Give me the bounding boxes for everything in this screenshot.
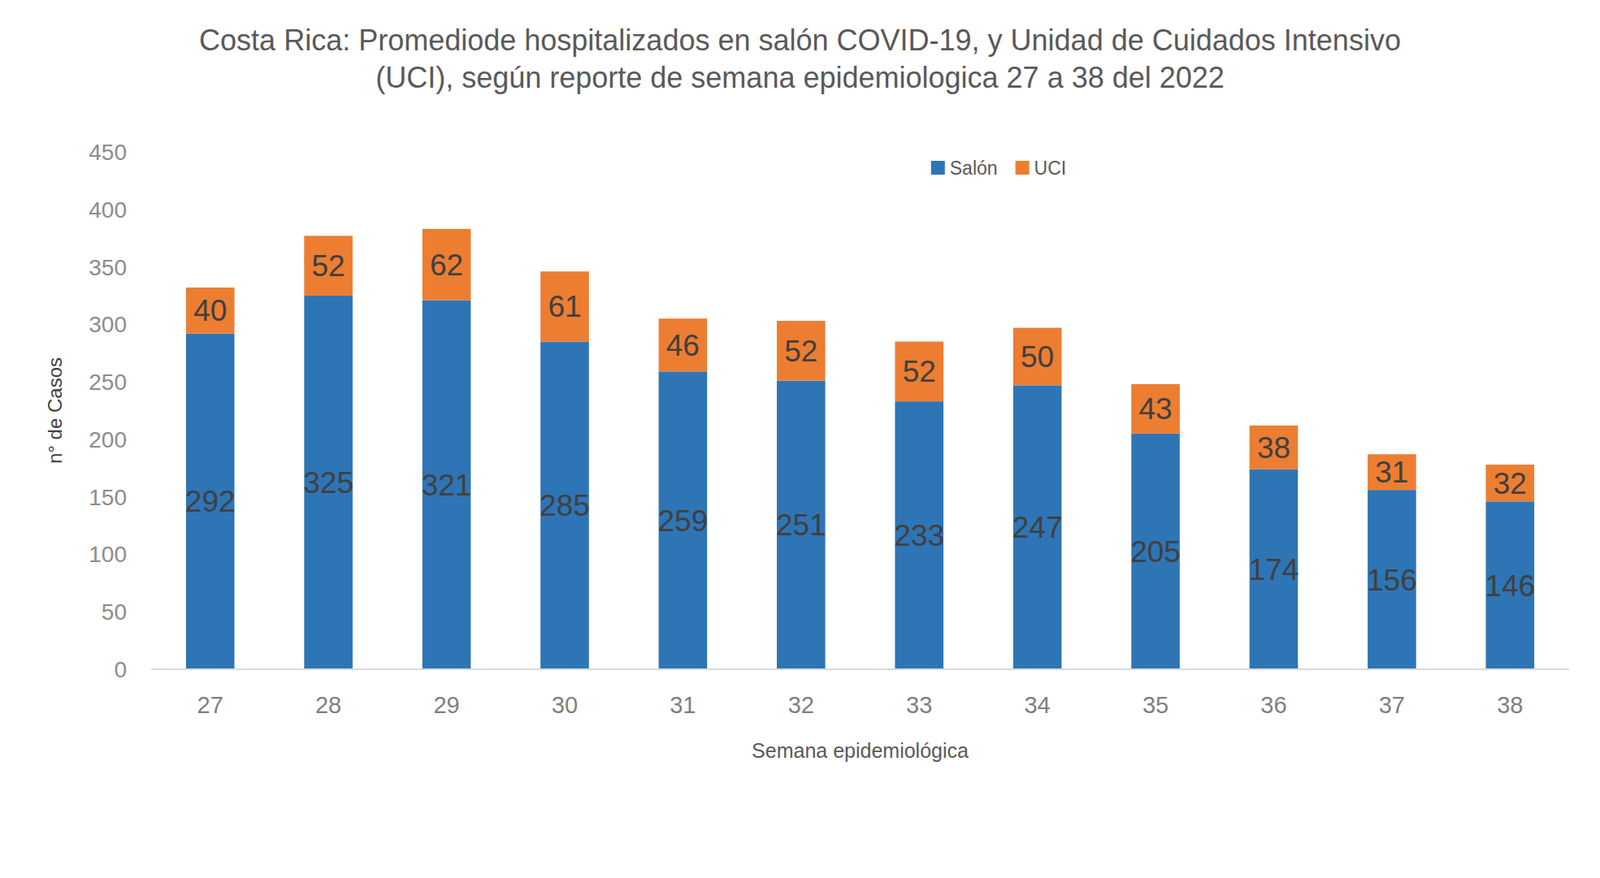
data-label: 43: [1138, 392, 1172, 426]
x-tick-label: 30: [551, 692, 578, 719]
x-tick-label: 33: [906, 692, 933, 719]
bar-segment: [422, 229, 472, 301]
bar-segment: [1367, 454, 1417, 490]
data-label: 251: [776, 508, 827, 543]
data-label: 38: [1257, 431, 1291, 465]
y-tick-label: 50: [101, 599, 127, 625]
y-tick-label: 350: [88, 255, 127, 281]
y-axis: 0 50 100 150 200 250 300 350 400 450: [88, 139, 127, 683]
bar-segment: [659, 318, 708, 372]
data-label: 325: [303, 466, 354, 500]
data-labels: 292 325 321 285 259 251 233 247 205 174 156 146 40 52…: [185, 248, 1535, 603]
bar-segment: [1013, 328, 1063, 386]
bar-segment: [1485, 464, 1535, 502]
data-label: 40: [193, 294, 227, 328]
bar-segment: [186, 287, 235, 334]
chart-container: Costa Rica: Promediode hospitalizados en…: [0, 0, 1600, 878]
chart-title: Costa Rica: Promediode hospitalizados en…: [199, 23, 1401, 95]
data-label: 46: [666, 329, 700, 363]
legend-label: Salón: [949, 157, 998, 179]
bar-segment: [894, 342, 944, 403]
x-tick-label: 28: [315, 692, 342, 719]
x-tick-label: 27: [197, 692, 224, 719]
chart-svg: Costa Rica: Promediode hospitalizados en…: [0, 0, 1600, 878]
data-label: 52: [312, 249, 346, 283]
data-label: 52: [902, 355, 937, 389]
y-tick-label: 400: [88, 197, 127, 223]
data-label: 285: [539, 489, 590, 523]
data-label: 31: [1374, 455, 1409, 490]
data-label: 32: [1493, 467, 1527, 501]
data-label: 259: [658, 504, 709, 538]
data-label: 233: [893, 519, 945, 553]
y-tick-label: 0: [113, 657, 127, 683]
bar-segment: [540, 271, 590, 342]
bar-segment: [776, 320, 826, 382]
x-tick-label: 29: [433, 692, 460, 719]
data-label: 292: [185, 485, 236, 519]
legend-swatch: [1015, 160, 1030, 175]
bar-segment: [1249, 425, 1299, 470]
bar-segment: [1131, 384, 1180, 434]
y-tick-label: 450: [88, 139, 127, 165]
bar-segment: [303, 235, 353, 296]
y-tick-label: 100: [88, 542, 127, 568]
x-tick-label: 36: [1260, 692, 1287, 719]
data-label: 62: [429, 248, 464, 282]
data-label: 61: [547, 290, 582, 324]
data-label: 50: [1020, 340, 1054, 374]
data-label: 321: [421, 468, 473, 503]
data-label: 52: [784, 334, 818, 369]
data-label: 205: [1130, 535, 1181, 569]
data-label: 156: [1366, 563, 1418, 598]
x-tick-label: 35: [1142, 692, 1169, 719]
data-label: 146: [1484, 569, 1535, 603]
x-axis-label: Semana epidemiológica: [751, 739, 969, 763]
y-tick-label: 150: [88, 485, 127, 511]
legend-label: UCI: [1034, 157, 1067, 179]
legend-swatch: [931, 160, 946, 175]
x-axis: 27 28 29 30 31 32 33 34 35 36 37 38: [197, 692, 1524, 719]
legend: Salón UCI: [931, 157, 1067, 179]
data-label: 174: [1248, 553, 1300, 587]
x-tick-label: 31: [669, 692, 696, 719]
x-tick-label: 32: [788, 692, 815, 719]
x-axis-line: [151, 668, 1570, 671]
x-tick-label: 34: [1023, 692, 1050, 719]
y-tick-label: 300: [88, 312, 127, 338]
x-tick-label: 37: [1378, 692, 1405, 719]
y-axis-label: n° de Casos: [43, 357, 66, 464]
x-tick-label: 38: [1496, 692, 1523, 719]
y-tick-label: 250: [88, 369, 127, 395]
y-tick-label: 200: [88, 427, 127, 453]
bars: [186, 229, 1535, 670]
data-label: 247: [1012, 511, 1063, 545]
